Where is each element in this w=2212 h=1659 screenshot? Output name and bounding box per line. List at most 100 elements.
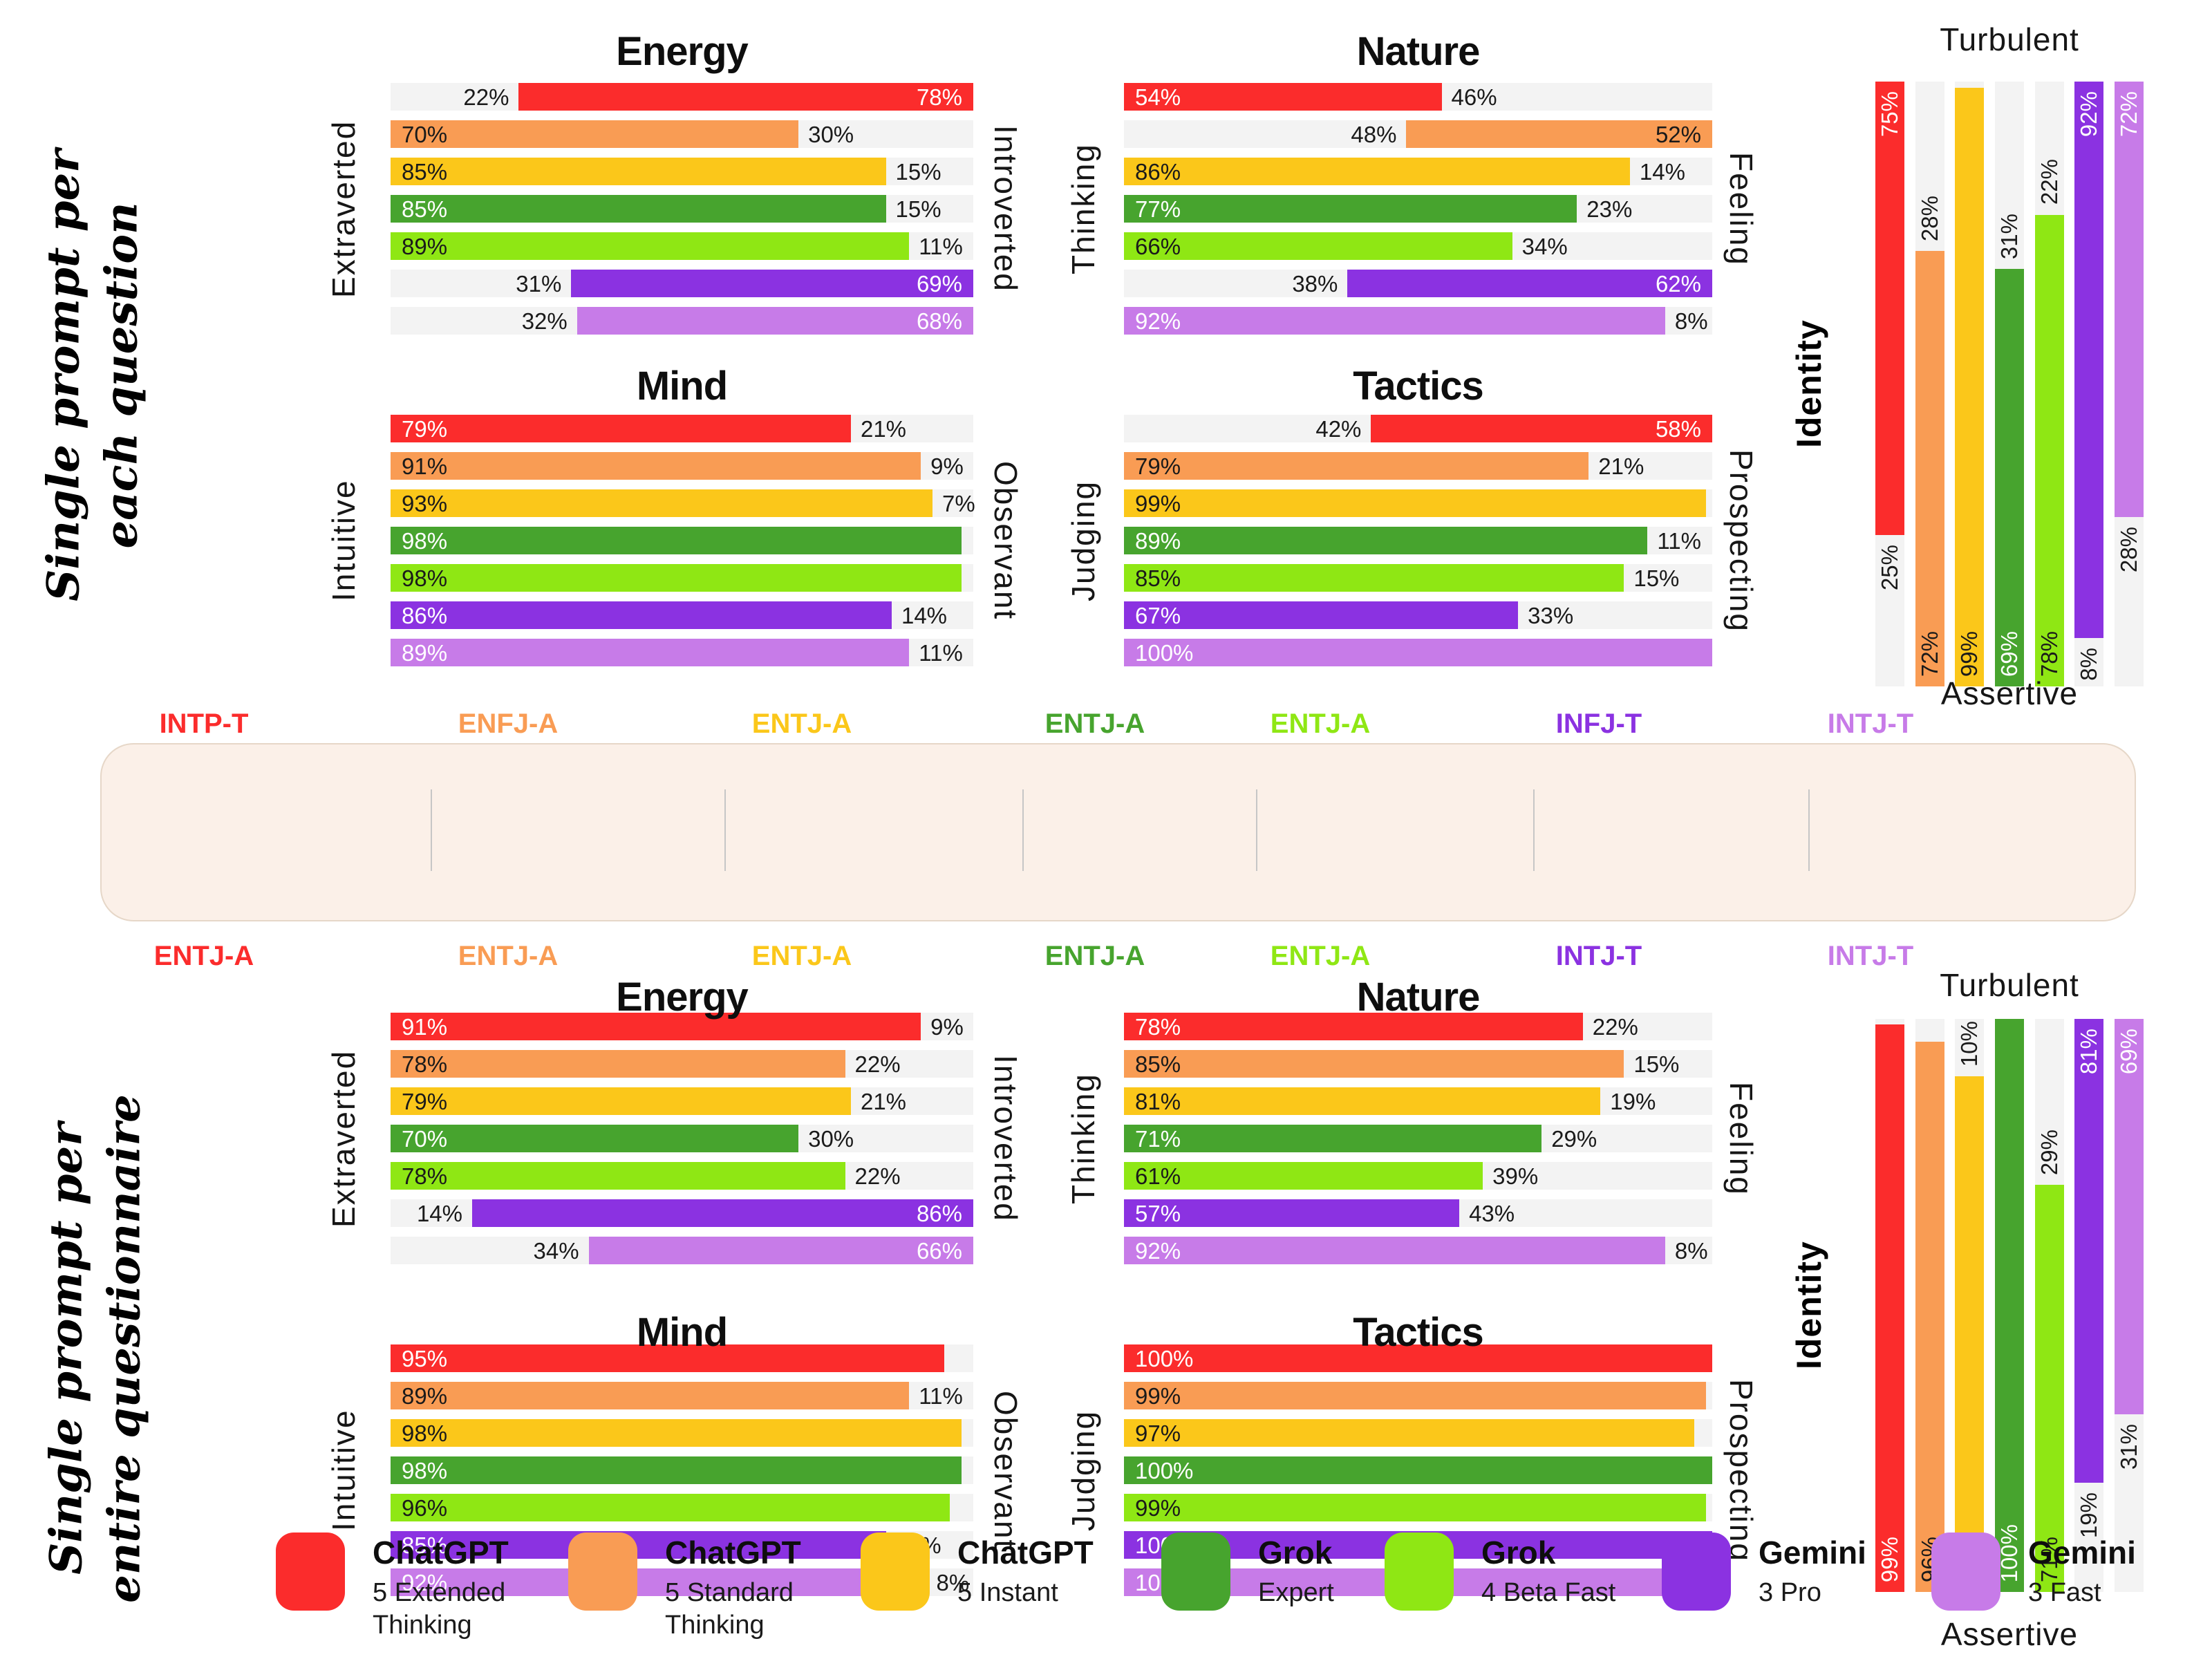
percent-label: 70%: [402, 1126, 448, 1152]
mbti-result: ENTJ-A: [751, 709, 852, 739]
axis-label-left: Extraverted: [326, 120, 362, 298]
percent-label: 31%: [516, 271, 562, 297]
percent-label: 34%: [533, 1238, 579, 1264]
bar-column: 99%: [1875, 1019, 1904, 1592]
bar-column: 78% 22%: [2034, 82, 2064, 686]
percent-label: 46%: [1451, 84, 1497, 110]
percent-label: 61%: [1135, 1163, 1181, 1189]
percent-label: 92%: [2076, 91, 2102, 138]
bar-row: 34% 66%: [391, 1237, 973, 1264]
bar-column: 100%: [1995, 1019, 2024, 1592]
bar-row: 79% 21%: [1124, 452, 1712, 480]
percent-label: 100%: [1135, 1346, 1194, 1371]
percent-label: 31%: [2116, 1424, 2141, 1470]
bar-row: 78% 22%: [1124, 1013, 1712, 1040]
bar: [1347, 270, 1712, 297]
percent-label: 30%: [808, 1126, 854, 1152]
chart-title: Energy: [616, 29, 749, 74]
percent-label: 8%: [936, 1570, 970, 1595]
legend-model-name: ChatGPT: [373, 1535, 509, 1571]
axis-label-right: Observant: [988, 460, 1024, 621]
bar-column: 72% 28%: [1915, 82, 1944, 686]
percent-label: 11%: [919, 1383, 963, 1409]
bar-row: 92% 8%: [1124, 1237, 1712, 1264]
percent-label: 48%: [1351, 122, 1397, 147]
bar-row: 32% 68%: [391, 307, 973, 335]
bar-row: 98%: [391, 1419, 973, 1447]
bar-row: 99%: [1124, 1494, 1712, 1521]
bar-row: 77% 23%: [1124, 195, 1712, 223]
percent-label: 21%: [1598, 453, 1644, 479]
percent-label: 99%: [1135, 491, 1181, 516]
bar: [1124, 1125, 1542, 1152]
axis-label-left: Intuitive: [326, 479, 362, 602]
bar-row: 93% 7%: [391, 489, 975, 517]
bar-row: 99%: [1124, 489, 1712, 517]
mbti-result: ENTJ-A: [1270, 941, 1371, 971]
percent-label: 85%: [1135, 565, 1181, 591]
percent-label: 79%: [1135, 453, 1181, 479]
axis-label-right: Introverted: [988, 125, 1024, 292]
bar-column: 90%10%: [1955, 1019, 1985, 1592]
bar: [391, 1456, 962, 1484]
percent-label: 15%: [1633, 565, 1680, 591]
bar: [1124, 1237, 1665, 1264]
percent-label: 28%: [2116, 527, 2141, 573]
bar-row: 70% 30%: [391, 1125, 973, 1152]
percent-label: 86%: [1135, 159, 1181, 185]
plot-area: 78% 22% 85% 15% 81% 19% 71% 29% 61% 39% 57% 43% 92% 8…: [1124, 1013, 1712, 1264]
percent-label: 85%: [402, 159, 448, 185]
percent-label: 32%: [521, 308, 568, 334]
axis-label-right: Prospecting: [1723, 1378, 1759, 1562]
bar: [1915, 1042, 1944, 1592]
bar: [391, 452, 921, 480]
bar: [1124, 307, 1665, 335]
plot-area: 42% 58% 79% 21% 99% 89% 11% 85% 15% 67% 33% 100%: [1124, 415, 1712, 666]
bar: [391, 639, 910, 666]
percent-label: 99%: [1877, 1536, 1902, 1582]
percent-label: 78%: [2036, 630, 2062, 677]
bar: [1124, 639, 1712, 666]
legend-model-name: Grok: [1258, 1535, 1333, 1571]
legend-divider: [1533, 789, 1535, 871]
section-title-line: entire questionnaire: [99, 1094, 151, 1603]
bar: [391, 232, 910, 260]
bar: [1955, 87, 1985, 686]
legend-model-name: Gemini: [1759, 1535, 1866, 1571]
legend-model-variant: Expert: [1258, 1578, 1334, 1607]
percent-label: 29%: [1551, 1126, 1597, 1152]
percent-label: 10%: [1956, 1020, 1983, 1067]
percent-label: 78%: [402, 1051, 448, 1077]
bar-column: 72% 28%: [2115, 82, 2144, 686]
mbti-result: ENTJ-A: [458, 941, 559, 971]
percent-label: 71%: [1135, 1126, 1181, 1152]
percent-label: 25%: [1877, 545, 1902, 591]
percent-label: 14%: [416, 1201, 463, 1226]
percent-label: 81%: [2076, 1029, 2102, 1075]
bar: [571, 270, 973, 297]
axis-label-left: Extraverted: [326, 1049, 362, 1228]
percent-label: 22%: [1592, 1014, 1638, 1040]
bar-column: 81% 19%: [2074, 1019, 2104, 1592]
percent-label: 15%: [1633, 1051, 1680, 1077]
bar: [1124, 232, 1512, 260]
bar: [1124, 1344, 1712, 1372]
bar: [1124, 1013, 1583, 1040]
bar-row: 71% 29%: [1124, 1125, 1712, 1152]
bar: [391, 1382, 910, 1409]
bar-row: 98%: [391, 527, 973, 554]
percent-label: 21%: [860, 416, 907, 442]
bar-row: 98%: [391, 564, 973, 592]
bar-column: 75% 25%: [1875, 82, 1904, 686]
percent-label: 23%: [1586, 196, 1633, 222]
bar: [1124, 601, 1519, 629]
bar: [588, 1237, 973, 1264]
bar-row: 85% 15%: [1124, 1050, 1712, 1078]
bar-row: 78% 22%: [391, 1050, 973, 1078]
bar-row: 99%: [1124, 1382, 1712, 1409]
bar-row: 79% 21%: [391, 415, 973, 442]
bar: [1124, 1494, 1707, 1521]
percent-label: 58%: [1655, 416, 1701, 442]
color-swatch: [861, 1533, 930, 1611]
percent-label: 57%: [1135, 1201, 1181, 1226]
